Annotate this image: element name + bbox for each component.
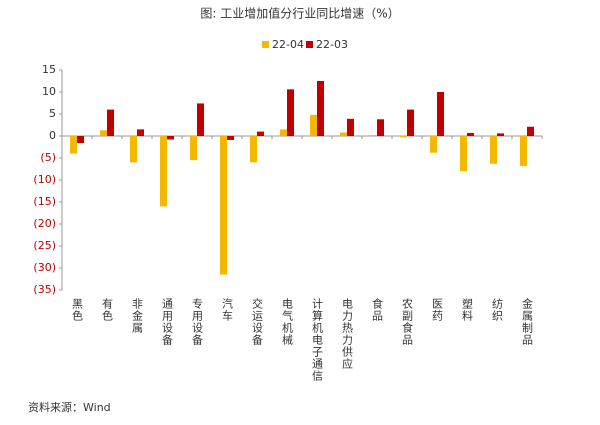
- bar: [400, 136, 407, 138]
- x-tick-label: 金属制品: [521, 297, 534, 346]
- bar: [437, 92, 444, 136]
- x-tick-label: 非金属: [131, 298, 144, 334]
- legend-label: 22-04: [272, 38, 304, 51]
- bar: [520, 136, 527, 166]
- x-tick-label: 黑色: [71, 298, 84, 322]
- x-tick-label: 电气机械: [281, 298, 294, 346]
- bar: [257, 131, 264, 136]
- bar: [317, 81, 324, 136]
- y-tick-label: (5): [40, 151, 56, 164]
- y-tick-label: 10: [42, 85, 56, 98]
- bar: [130, 136, 137, 163]
- bar: [137, 129, 144, 136]
- source-note: 资料来源：Wind: [28, 400, 111, 414]
- bar: [107, 109, 114, 136]
- x-tick-label: 计算机电子通信: [311, 298, 324, 382]
- bar: [430, 136, 437, 153]
- x-tick-label: 医药: [431, 298, 444, 322]
- chart-title: 图: 工业增加值分行业同比增速（%）: [200, 6, 399, 21]
- bar: [377, 119, 384, 136]
- bar: [160, 136, 167, 207]
- bar: [490, 136, 497, 164]
- bar: [280, 129, 287, 136]
- x-tick-label: 有色: [101, 297, 114, 322]
- x-tick-label: 食品: [371, 297, 384, 322]
- x-tick-label: 农副食品: [401, 297, 414, 346]
- y-tick-label: (15): [33, 195, 56, 208]
- bar: [497, 133, 504, 136]
- bar: [190, 136, 197, 161]
- x-tick-label: 电力热力供应: [341, 298, 354, 370]
- bar: [167, 136, 174, 140]
- y-tick-label: (30): [33, 261, 56, 274]
- bar: [227, 136, 234, 140]
- x-tick-label: 汽车: [221, 297, 234, 322]
- bar: [527, 126, 534, 136]
- y-tick-label: (10): [33, 173, 56, 186]
- bar: [407, 109, 414, 136]
- bar: [340, 132, 347, 136]
- y-tick-label: 15: [42, 63, 56, 76]
- x-tick-label: 塑料: [461, 297, 474, 322]
- bar: [370, 135, 377, 136]
- y-tick-label: (20): [33, 217, 56, 230]
- legend-swatch: [262, 41, 269, 48]
- bar: [77, 136, 84, 144]
- y-tick-label: 0: [49, 129, 56, 142]
- bar: [467, 132, 474, 136]
- x-tick-label: 纺织: [491, 297, 504, 322]
- x-tick-label: 专用设备: [191, 297, 204, 346]
- bar: [197, 103, 204, 136]
- bar: [250, 136, 257, 163]
- legend-swatch: [306, 41, 313, 48]
- bar: [287, 89, 294, 136]
- bar: [100, 130, 107, 136]
- legend-label: 22-03: [316, 38, 348, 51]
- bar: [460, 136, 467, 172]
- bar: [220, 136, 227, 275]
- bar: [347, 118, 354, 136]
- bar: [310, 114, 317, 136]
- x-tick-label: 通用设备: [161, 298, 174, 346]
- y-tick-label: 5: [49, 107, 56, 120]
- y-tick-label: (25): [33, 239, 56, 252]
- y-tick-label: (35): [33, 283, 56, 296]
- bar: [70, 136, 77, 154]
- x-tick-label: 交运设备: [251, 297, 264, 346]
